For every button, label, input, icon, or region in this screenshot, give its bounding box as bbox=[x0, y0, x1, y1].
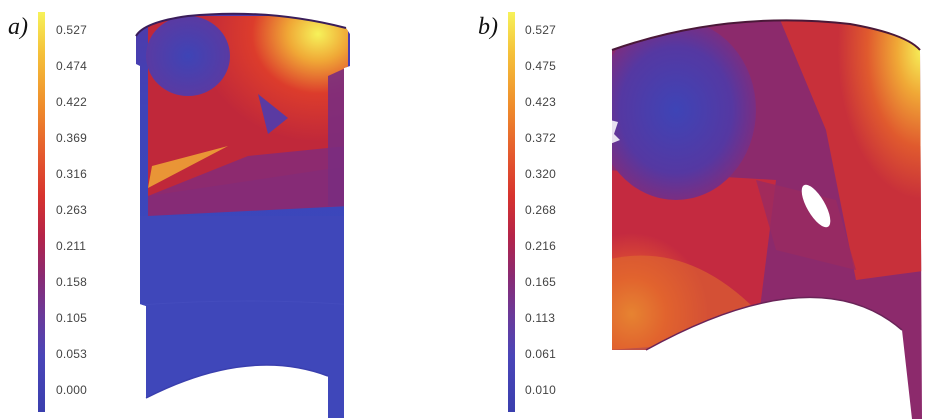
panel-b-tick: 0.372 bbox=[525, 131, 557, 145]
panel-b-tick: 0.165 bbox=[525, 275, 557, 289]
panel-b-tick: 0.320 bbox=[525, 167, 557, 181]
panel-a-contour-field bbox=[135, 12, 350, 418]
panel-a-tick: 0.474 bbox=[56, 59, 88, 73]
panel-b-tick: 0.527 bbox=[525, 23, 557, 37]
panel-a-label: a) bbox=[8, 14, 28, 40]
panel-b-tick: 0.423 bbox=[525, 95, 557, 109]
panel-b-tick: 0.216 bbox=[525, 239, 557, 253]
panel-a-tick: 0.000 bbox=[56, 383, 88, 397]
panel-a-tick: 0.263 bbox=[56, 203, 88, 217]
panel-a-tick: 0.369 bbox=[56, 131, 88, 145]
panel-a-tick: 0.316 bbox=[56, 167, 88, 181]
panel-b-tick: 0.268 bbox=[525, 203, 557, 217]
panel-a-colorbar bbox=[38, 12, 45, 412]
panel-a-tick: 0.053 bbox=[56, 347, 88, 361]
panel-a-tick: 0.158 bbox=[56, 275, 88, 289]
panel-b-tick: 0.061 bbox=[525, 347, 557, 361]
panel-b-tick: 0.475 bbox=[525, 59, 557, 73]
panel-b-tick: 0.010 bbox=[525, 383, 557, 397]
panel-b-tick: 0.113 bbox=[525, 311, 556, 325]
panel-a-tick: 0.422 bbox=[56, 95, 88, 109]
panel-b-colorbar bbox=[508, 12, 515, 412]
panel-a-tick: 0.211 bbox=[56, 239, 87, 253]
panel-a: a) 0.527 0.474 0.422 0.369 0.316 0.263 0… bbox=[0, 0, 420, 419]
panel-b: b) 0.527 0.475 0.423 0.372 0.320 0.268 0… bbox=[470, 0, 939, 419]
panel-b-contour-field bbox=[610, 19, 922, 419]
panel-a-tick: 0.527 bbox=[56, 23, 88, 37]
panel-b-label: b) bbox=[478, 14, 498, 40]
panel-a-tick: 0.105 bbox=[56, 311, 88, 325]
